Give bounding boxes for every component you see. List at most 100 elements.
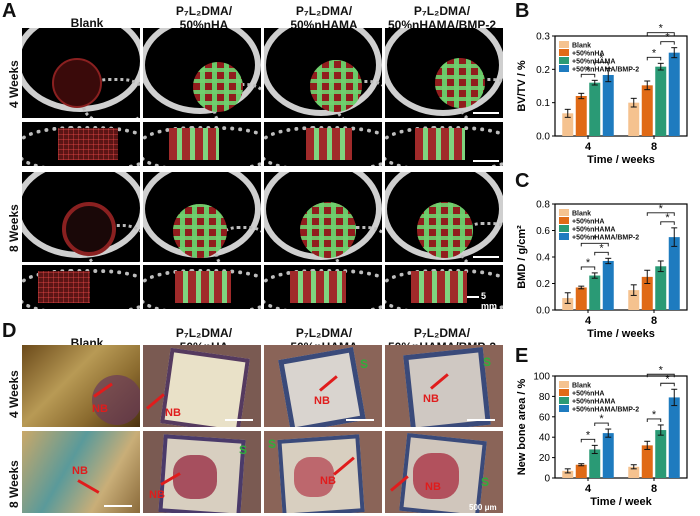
- bar: [575, 464, 587, 478]
- column-header-nhama-line1: P₇L₂DMA/: [295, 4, 353, 18]
- legend-label: Blank: [572, 383, 591, 390]
- bar: [589, 275, 601, 310]
- ct-image-nha-4w-cross: [143, 28, 261, 118]
- legend-swatch: [559, 41, 569, 48]
- significance-star: *: [599, 52, 604, 64]
- column-header-bmp2-line1: P₇L₂DMA/: [413, 4, 471, 18]
- scaffold-label: S: [268, 437, 277, 451]
- legend-label: +50%nHAMA/BMP-2: [572, 407, 639, 414]
- ct-image-blank-8w-long: [22, 265, 140, 309]
- bar: [589, 82, 601, 136]
- legend-label: Blank: [572, 43, 591, 50]
- bar: [562, 113, 574, 136]
- y-tick-label: 0.0: [536, 306, 550, 317]
- bar: [628, 290, 640, 310]
- significance-bracket: [580, 266, 596, 270]
- y-tick-label: 20: [539, 453, 551, 464]
- y-tick-label: 0.2: [536, 65, 550, 76]
- y-axis-label: New bone area / %: [516, 378, 528, 475]
- ct-image-bmp2-4w-cross: [385, 28, 503, 118]
- nb-label: NB: [149, 489, 165, 501]
- x-tick-label: 8: [651, 483, 657, 495]
- legend-swatch: [559, 57, 569, 64]
- bar: [668, 52, 680, 136]
- row-label-8-weeks: 8 Weeks: [7, 204, 21, 252]
- x-tick-label: 4: [585, 483, 592, 495]
- legend-label: +50%nHA: [572, 219, 604, 226]
- bar: [655, 266, 667, 310]
- significance-star: *: [659, 203, 664, 215]
- column-header-blank: Blank: [28, 10, 146, 30]
- y-tick-label: 0.4: [536, 253, 550, 264]
- panel-label-c: C: [515, 170, 530, 192]
- column-header-nhama-d-line1: P₇L₂DMA/: [295, 326, 353, 340]
- ct-image-nhama-4w-long: [264, 122, 382, 166]
- nb-label: NB: [423, 393, 439, 405]
- plot-frame: [554, 375, 688, 479]
- histology-image-nhama-8w: S NB: [264, 431, 382, 513]
- y-tick-label: 0.0: [536, 132, 550, 143]
- significance-bracket: [594, 251, 609, 256]
- ct-image-nhama-4w-cross: [264, 28, 382, 118]
- significance-star: *: [586, 257, 591, 269]
- bar: [628, 466, 640, 478]
- panel-label-a: A: [2, 0, 17, 22]
- histology-image-nhama-4w: S NB: [264, 345, 382, 427]
- bar: [602, 260, 614, 310]
- ct-image-bmp2-8w-long: 5 mm: [385, 265, 503, 309]
- legend-swatch: [559, 381, 569, 388]
- significance-star: *: [593, 233, 598, 245]
- nb-label: NB: [72, 465, 88, 477]
- ct-image-bmp2-4w-long: [385, 122, 503, 166]
- significance-bracket: [660, 221, 675, 225]
- ct-image-nhama-8w-long: [264, 265, 382, 309]
- column-header-bmp2-d-line1: P₇L₂DMA/: [413, 326, 471, 340]
- bar: [602, 75, 614, 136]
- nb-label: NB: [165, 407, 181, 419]
- bar: [655, 430, 667, 478]
- legend-label: +50%nHAMA: [572, 399, 615, 406]
- panel-label-d: D: [2, 320, 17, 342]
- significance-bracket: [580, 73, 596, 78]
- row-label-4-weeks-d: 4 Weeks: [7, 370, 21, 418]
- significance-bracket: [660, 382, 675, 387]
- bar: [641, 445, 653, 478]
- row-label-4-weeks: 4 Weeks: [7, 60, 21, 108]
- bar: [641, 276, 653, 310]
- bar: [589, 449, 601, 478]
- bar: [628, 102, 640, 136]
- panel-label-e: E: [515, 345, 529, 367]
- significance-bracket: [594, 61, 609, 66]
- y-tick-label: 0.6: [536, 226, 550, 237]
- y-axis-label: BV/TV / %: [516, 60, 528, 112]
- y-tick-label: 60: [539, 412, 551, 423]
- x-axis-label: Time / week: [590, 496, 652, 508]
- row-label-8-weeks-d: 8 Weeks: [7, 460, 21, 508]
- significance-bracket: [646, 32, 675, 36]
- legend-swatch: [559, 397, 569, 404]
- ct-image-nha-8w-cross: [143, 172, 261, 262]
- ct-image-blank-4w-long: [22, 122, 140, 166]
- legend-swatch: [559, 225, 569, 232]
- significance-bracket: [646, 418, 662, 422]
- significance-star: *: [659, 23, 664, 35]
- ct-image-nhama-8w-cross: [264, 172, 382, 262]
- ct-image-nha-4w-long: [143, 122, 261, 166]
- legend-swatch: [559, 389, 569, 396]
- legend-label: +50%nHAMA/BMP-2: [572, 235, 639, 242]
- legend-label: Blank: [572, 211, 591, 218]
- x-tick-label: 8: [651, 315, 657, 327]
- scaffold-label: S: [360, 357, 369, 371]
- y-tick-label: 40: [539, 433, 551, 444]
- legend-label: +50%nHAMA: [572, 59, 615, 66]
- ct-image-blank-8w-cross: [22, 172, 140, 262]
- bar: [655, 66, 667, 136]
- x-tick-label: 4: [585, 141, 592, 153]
- ct-image-nha-8w-long: [143, 265, 261, 309]
- x-axis-label: Time / weeks: [587, 328, 655, 340]
- bar: [562, 470, 574, 478]
- significance-bracket: [594, 422, 609, 427]
- histology-image-nha-4w: NB: [143, 345, 261, 427]
- legend-swatch: [559, 233, 569, 240]
- nb-label: NB: [314, 395, 330, 407]
